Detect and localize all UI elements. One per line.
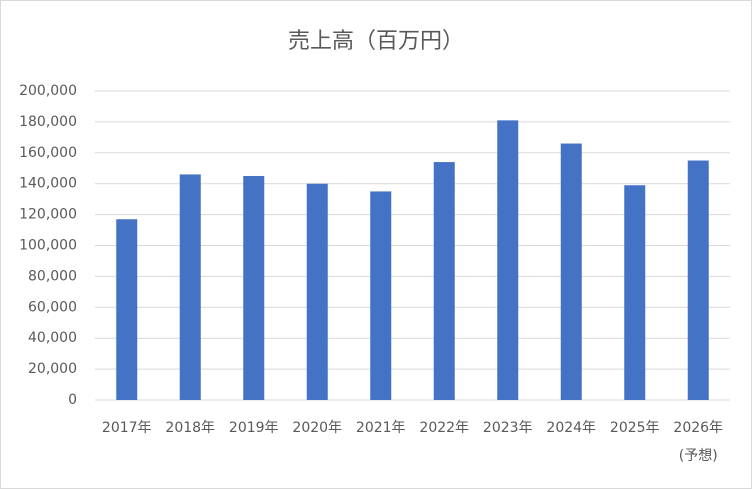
bar (116, 219, 138, 400)
y-tick-label: 0 (68, 392, 77, 408)
x-tick-label: 2020年 (292, 420, 342, 436)
x-tick-label: 2019年 (229, 420, 279, 436)
y-tick-label: 180,000 (19, 114, 77, 130)
bar (497, 120, 519, 400)
bar (179, 174, 201, 400)
bar (243, 175, 265, 400)
y-tick-label: 100,000 (19, 238, 77, 254)
y-tick-label: 80,000 (28, 268, 77, 284)
y-tick-label: 20,000 (28, 361, 77, 377)
y-tick-label: 140,000 (19, 176, 77, 192)
y-tick-label: 60,000 (28, 299, 77, 315)
bar (306, 183, 328, 400)
x-tick-label: 2021年 (356, 420, 406, 436)
y-tick-label: 120,000 (19, 207, 77, 223)
bar (370, 191, 392, 400)
chart-title: 売上高（百万円） (288, 29, 464, 54)
x-tick-label: 2017年 (102, 420, 152, 436)
bar (433, 162, 455, 400)
bar (560, 143, 582, 400)
y-tick-label: 40,000 (28, 330, 77, 346)
x-tick-label: 2022年 (419, 420, 469, 436)
x-tick-label: 2026年(予想) (673, 420, 723, 464)
x-tick-label: 2025年 (610, 420, 660, 436)
x-tick-label: 2024年 (546, 420, 596, 436)
y-tick-label: 160,000 (19, 145, 77, 161)
bar (687, 160, 709, 400)
y-tick-label: 200,000 (19, 83, 77, 99)
x-tick-label: 2018年 (165, 420, 215, 436)
bar (624, 185, 646, 400)
x-tick-label: 2023年 (483, 420, 533, 436)
